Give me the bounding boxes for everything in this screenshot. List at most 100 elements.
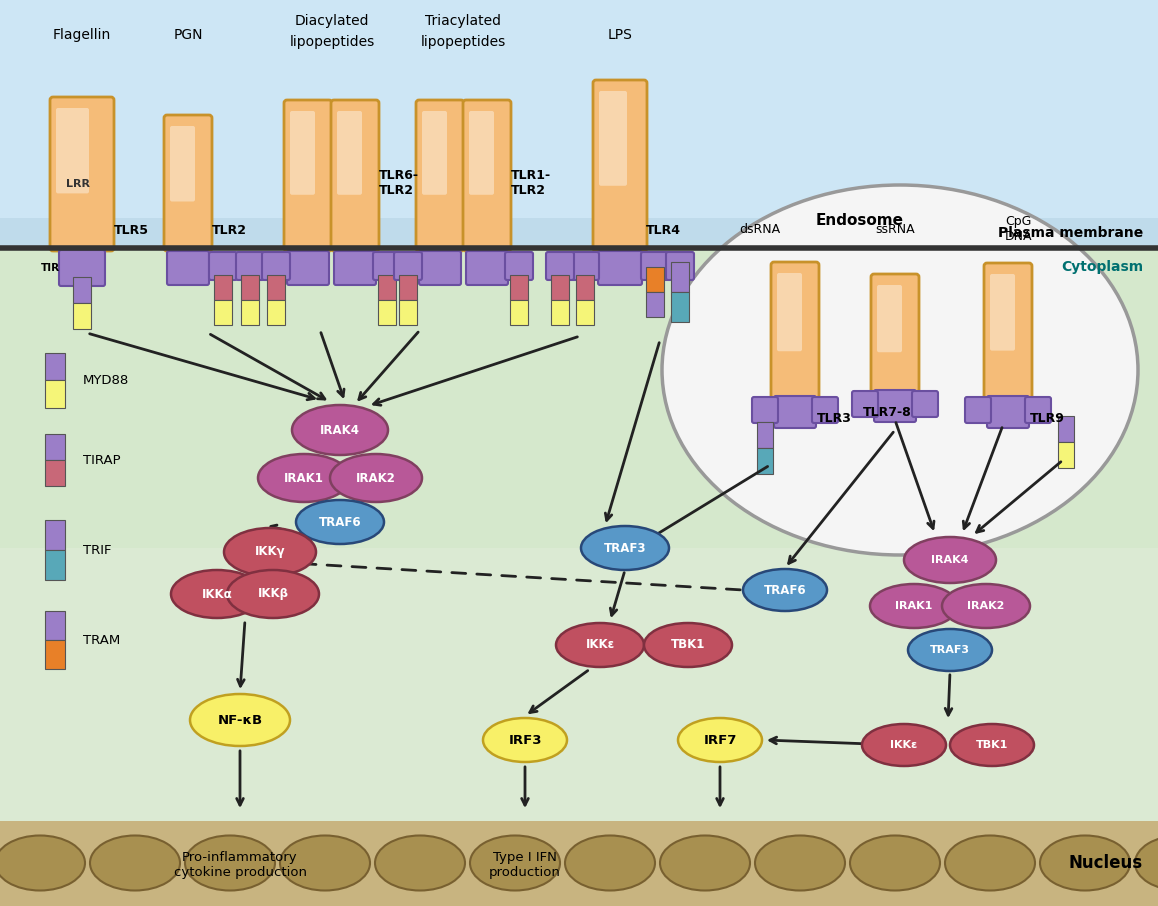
Text: IKKα: IKKα — [201, 587, 233, 601]
Text: IRAK2: IRAK2 — [356, 471, 396, 485]
FancyBboxPatch shape — [505, 252, 533, 280]
Text: TLR6-
TLR2: TLR6- TLR2 — [379, 169, 419, 197]
Text: Triacylated: Triacylated — [425, 14, 501, 28]
Text: Nucleus: Nucleus — [1069, 854, 1143, 872]
Text: IKKε: IKKε — [891, 740, 917, 750]
Ellipse shape — [581, 526, 669, 570]
Text: dsRNA: dsRNA — [740, 223, 780, 236]
FancyBboxPatch shape — [965, 397, 991, 423]
Text: TRAF6: TRAF6 — [318, 516, 361, 528]
Text: TRIF: TRIF — [83, 544, 111, 556]
Text: Flagellin: Flagellin — [53, 28, 111, 42]
Bar — [45, 434, 65, 460]
Ellipse shape — [904, 537, 996, 583]
Ellipse shape — [185, 835, 274, 891]
Text: TIRAP: TIRAP — [83, 454, 120, 467]
Text: TBK1: TBK1 — [670, 639, 705, 651]
Bar — [0, 248, 1158, 821]
FancyBboxPatch shape — [331, 100, 379, 251]
Ellipse shape — [908, 629, 992, 671]
Ellipse shape — [292, 405, 388, 455]
Bar — [241, 275, 259, 300]
Ellipse shape — [755, 835, 845, 891]
Bar — [551, 275, 569, 300]
Text: IRAK1: IRAK1 — [284, 471, 324, 485]
Bar — [757, 422, 774, 448]
Bar — [0, 218, 1158, 248]
Bar — [267, 300, 285, 325]
Bar — [576, 300, 594, 325]
FancyBboxPatch shape — [874, 390, 916, 422]
Text: Type I IFN
production: Type I IFN production — [489, 851, 560, 879]
Ellipse shape — [950, 724, 1034, 766]
Ellipse shape — [470, 835, 560, 891]
FancyBboxPatch shape — [852, 391, 878, 417]
Ellipse shape — [941, 584, 1029, 628]
Text: MYD88: MYD88 — [83, 373, 130, 387]
Text: TLR2: TLR2 — [212, 224, 247, 236]
Bar — [378, 275, 396, 300]
FancyBboxPatch shape — [208, 252, 237, 280]
Text: TRAF6: TRAF6 — [763, 583, 806, 596]
Ellipse shape — [662, 185, 1138, 555]
Text: TRAF3: TRAF3 — [603, 542, 646, 554]
FancyBboxPatch shape — [777, 273, 802, 352]
Bar — [510, 275, 528, 300]
FancyBboxPatch shape — [598, 251, 642, 285]
Text: LPS: LPS — [608, 28, 632, 42]
FancyBboxPatch shape — [599, 91, 626, 186]
Ellipse shape — [565, 835, 655, 891]
Bar — [45, 380, 65, 408]
Text: TLR5: TLR5 — [113, 224, 149, 236]
Text: lipopeptides: lipopeptides — [290, 35, 375, 49]
Text: PGN: PGN — [174, 28, 203, 42]
Text: TRAM: TRAM — [83, 633, 120, 647]
Ellipse shape — [660, 835, 750, 891]
Text: lipopeptides: lipopeptides — [420, 35, 506, 49]
Ellipse shape — [1135, 835, 1158, 891]
Bar — [45, 352, 65, 380]
Text: TLR3: TLR3 — [818, 411, 852, 425]
Bar — [45, 520, 65, 550]
Text: Cytoplasm: Cytoplasm — [1061, 260, 1143, 274]
Ellipse shape — [483, 718, 567, 762]
Ellipse shape — [862, 724, 946, 766]
Ellipse shape — [280, 835, 371, 891]
Bar — [378, 300, 396, 325]
FancyBboxPatch shape — [871, 274, 919, 395]
Ellipse shape — [258, 454, 350, 502]
FancyBboxPatch shape — [164, 115, 212, 251]
Bar — [510, 300, 528, 325]
Text: TRAF3: TRAF3 — [930, 645, 970, 655]
Bar — [1058, 416, 1073, 442]
FancyBboxPatch shape — [913, 391, 938, 417]
FancyBboxPatch shape — [262, 252, 290, 280]
Ellipse shape — [850, 835, 940, 891]
FancyBboxPatch shape — [571, 252, 599, 280]
Text: TLR9: TLR9 — [1029, 411, 1065, 425]
Text: CpG
DNA: CpG DNA — [1004, 215, 1032, 243]
Bar — [551, 300, 569, 325]
Text: IKKγ: IKKγ — [255, 545, 285, 558]
Text: IRF7: IRF7 — [703, 734, 736, 747]
Ellipse shape — [677, 718, 762, 762]
Ellipse shape — [227, 570, 318, 618]
Text: ssRNA: ssRNA — [875, 223, 915, 236]
Ellipse shape — [330, 454, 422, 502]
Bar — [400, 275, 417, 300]
Ellipse shape — [870, 584, 958, 628]
FancyBboxPatch shape — [463, 100, 511, 251]
Ellipse shape — [556, 623, 644, 667]
Text: IRAK1: IRAK1 — [895, 601, 932, 611]
Ellipse shape — [171, 570, 263, 618]
FancyBboxPatch shape — [466, 251, 508, 285]
Ellipse shape — [90, 835, 179, 891]
FancyBboxPatch shape — [666, 252, 694, 280]
FancyBboxPatch shape — [469, 111, 494, 195]
Text: Diacylated: Diacylated — [295, 14, 369, 28]
Bar — [400, 300, 417, 325]
FancyBboxPatch shape — [984, 263, 1032, 401]
FancyBboxPatch shape — [422, 111, 447, 195]
FancyBboxPatch shape — [812, 397, 838, 423]
FancyBboxPatch shape — [373, 252, 401, 280]
